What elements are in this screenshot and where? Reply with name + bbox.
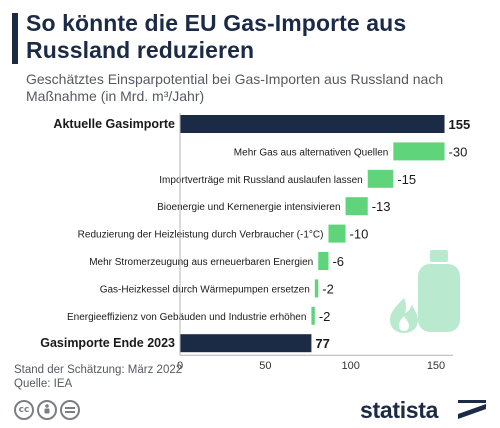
- value-label-1: 155: [449, 117, 471, 132]
- category-label-7: Gas-Heizkessel durch Wärmepumpen ersetze…: [100, 284, 310, 295]
- gas-cylinder-illustration: [390, 250, 460, 333]
- nd-equals-icon[interactable]: [60, 400, 80, 420]
- cc-icon[interactable]: cc: [14, 400, 34, 420]
- bar-9: [180, 334, 312, 353]
- footer-source: Quelle: IEA: [14, 378, 73, 390]
- license-icons: cc: [14, 400, 80, 420]
- category-label-8: Energieeffizienz von Gebäuden und Indust…: [67, 312, 306, 323]
- footer-note: Stand der Schätzung: März 2022: [14, 364, 183, 376]
- bar-1: [180, 115, 445, 133]
- bar-3: [367, 169, 394, 188]
- category-label-4: Bioenergie und Kernenergie intensivieren: [157, 202, 340, 213]
- category-label-2: Mehr Gas aus alternativen Quellen: [234, 147, 389, 158]
- bar-6: [318, 252, 329, 270]
- bar-5: [328, 224, 346, 243]
- by-person-icon[interactable]: [37, 400, 57, 420]
- value-label-9: 77: [315, 336, 329, 351]
- title-accent-bar: [12, 13, 18, 64]
- x-tick-label-4: 150: [427, 360, 445, 372]
- chart-subtitle: Geschätztes Einsparpotential bei Gas-Imp…: [26, 71, 444, 104]
- bar-4: [345, 197, 368, 216]
- bar-7: [314, 279, 319, 298]
- value-label-3: -15: [397, 172, 416, 187]
- value-label-6: -6: [332, 254, 344, 269]
- x-tick-label-3: 100: [341, 360, 359, 372]
- category-label-3: Importverträge mit Russland auslaufen la…: [159, 175, 362, 186]
- category-label-5: Reduzierung der Heizleistung durch Verbr…: [78, 230, 324, 241]
- category-label-9: Gasimporte Ende 2023: [40, 336, 175, 350]
- category-label-6: Mehr Stromerzeugung aus erneuerbaren Ene…: [89, 257, 313, 268]
- value-label-5: -10: [350, 227, 369, 242]
- value-label-8: -2: [319, 309, 331, 324]
- chart-title: So könnte die EU Gas-Importe aus Russlan…: [26, 10, 407, 63]
- bar-8: [311, 306, 315, 325]
- x-tick-label-1: 0: [177, 360, 183, 372]
- flame-icon: [390, 298, 418, 333]
- statista-logo-mark: [458, 400, 486, 419]
- bar-2: [393, 142, 445, 161]
- cylinder-body: [418, 264, 460, 332]
- cylinder-valve: [430, 250, 448, 262]
- value-label-7: -2: [322, 281, 334, 296]
- category-label-1: Aktuelle Gasimporte: [53, 117, 175, 131]
- value-label-2: -30: [449, 144, 468, 159]
- statista-logo[interactable]: statista: [360, 397, 439, 423]
- x-tick-label-2: 50: [259, 360, 271, 372]
- value-label-4: -13: [372, 199, 391, 214]
